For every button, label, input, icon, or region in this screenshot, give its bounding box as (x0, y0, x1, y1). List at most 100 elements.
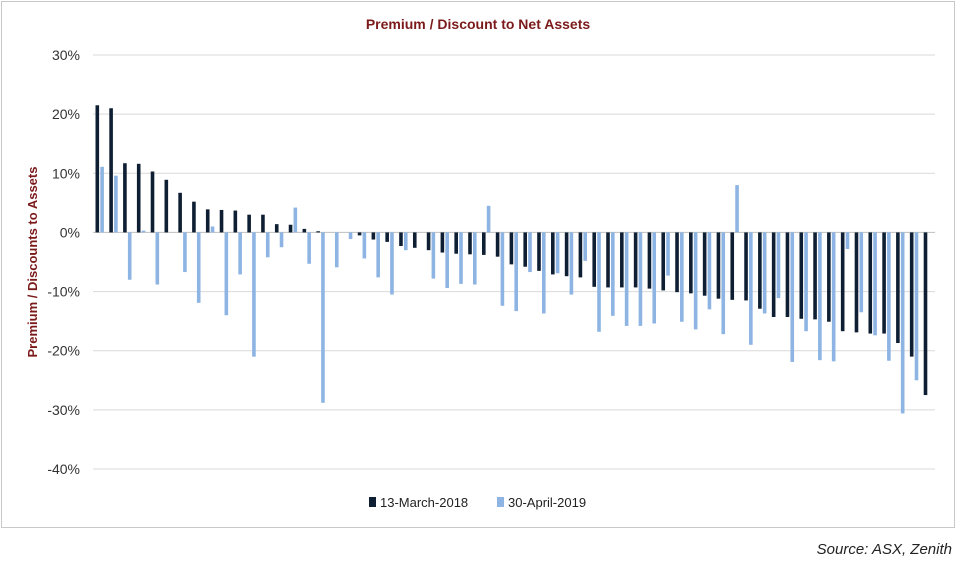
bar-series-2 (887, 232, 891, 361)
bar-series-1 (620, 232, 624, 288)
bar-series-2 (500, 232, 505, 306)
bar-series-2 (666, 232, 670, 276)
legend-swatch-series-1 (369, 497, 376, 507)
bar-series-2 (569, 232, 574, 295)
bar-series-2 (680, 232, 684, 322)
bar-series-2 (486, 205, 491, 233)
bar-series-2 (348, 232, 353, 239)
bar-series-1 (385, 232, 389, 242)
bar-series-2 (127, 232, 132, 280)
bar-series-2 (749, 232, 753, 345)
bar-series-1 (178, 192, 182, 233)
bar-series-1 (495, 232, 500, 257)
bar-series-2 (252, 232, 256, 357)
bar-series-2 (265, 232, 270, 258)
bar-series-1 (882, 232, 886, 334)
bar-series-1 (95, 105, 100, 233)
bar-series-1 (288, 224, 293, 233)
bar-series-1 (551, 232, 555, 275)
bar-series-1 (840, 232, 845, 332)
bar-series-2 (100, 166, 104, 233)
bar-series-2 (542, 232, 546, 314)
bar-series-1 (109, 108, 113, 233)
bar-series-2 (362, 232, 367, 259)
bar-series-2 (155, 232, 160, 285)
bar-series-1 (302, 228, 307, 233)
bar-series-2 (735, 185, 739, 233)
y-tick-label: -20% (47, 343, 80, 359)
bar-series-1 (702, 232, 707, 296)
gridlines (93, 54, 935, 470)
bar-series-2 (831, 232, 836, 362)
bar-series-1 (564, 232, 569, 277)
bar-series-1 (412, 232, 417, 248)
chart-frame (1, 1, 955, 528)
bar-series-1 (868, 232, 873, 334)
bar-series-2 (900, 232, 905, 414)
bar-series-1 (854, 232, 859, 333)
bar-series-1 (909, 232, 914, 357)
bar-series-1 (758, 232, 762, 309)
bar-series-1 (247, 214, 251, 233)
bar-series-2 (238, 232, 242, 275)
bar-series-2 (762, 232, 767, 314)
bar-series-1 (509, 232, 514, 265)
bar-series-1 (827, 232, 831, 322)
bar-series-2 (638, 232, 643, 326)
bar-series-1 (440, 232, 445, 253)
bar-series-2 (652, 232, 657, 324)
bar-series-1 (578, 232, 583, 278)
bar-series-2 (114, 175, 118, 233)
bar-series-2 (597, 232, 601, 332)
bar-series-1 (537, 232, 541, 271)
bar-series-2 (583, 232, 588, 261)
bar-series-2 (279, 232, 284, 248)
bar-series-1 (896, 232, 900, 344)
y-tick-label: -40% (47, 461, 80, 477)
bar-series-1 (523, 232, 527, 267)
bar-series-2 (210, 226, 215, 233)
bar-series-1 (468, 232, 472, 255)
y-tick-label: -10% (47, 284, 80, 300)
bar-series-2 (403, 232, 408, 251)
bar-series-1 (164, 179, 169, 233)
bar-series-2 (459, 232, 463, 284)
bar-series-2 (321, 232, 325, 403)
bar-series-1 (633, 232, 638, 288)
bar-series-2 (293, 207, 298, 233)
bar-series-2 (376, 232, 380, 278)
bar-series-1 (606, 232, 610, 288)
bar-series-2 (693, 232, 698, 330)
y-tick-label: 0% (60, 224, 80, 240)
bar-series-2 (818, 232, 822, 361)
bar-series-2 (914, 232, 919, 381)
bar-series-2 (859, 232, 864, 313)
bar-series-1 (123, 163, 127, 233)
bar-series-1 (799, 232, 804, 319)
bar-series-1 (454, 232, 458, 254)
bar-series-1 (661, 232, 666, 291)
bar-series-2 (334, 232, 339, 268)
bar-series-1 (399, 232, 403, 247)
bar-series-2 (445, 232, 449, 289)
bar-series-2 (804, 232, 808, 332)
bar-series-1 (219, 209, 224, 233)
bar-series-1 (785, 232, 790, 317)
y-axis-label: Premium / Discounts to Assets (25, 167, 40, 358)
bar-series-2 (390, 232, 394, 295)
bar-series-2 (776, 232, 781, 299)
bar-series-2 (611, 232, 615, 316)
bar-series-1 (205, 209, 210, 233)
bar-series-2 (183, 232, 187, 273)
bar-series-2 (514, 232, 518, 312)
y-tick-label: 30% (52, 47, 80, 63)
y-tick-label: 20% (52, 106, 80, 122)
bar-series-2 (224, 232, 229, 316)
y-tick-label: -30% (47, 402, 80, 418)
legend-swatch-series-2 (497, 497, 504, 507)
bar-series-1 (647, 232, 652, 289)
bar-series-1 (481, 232, 486, 255)
bar-series-1 (316, 231, 320, 233)
bar-series-2 (141, 230, 146, 233)
bar-series-1 (274, 224, 279, 233)
